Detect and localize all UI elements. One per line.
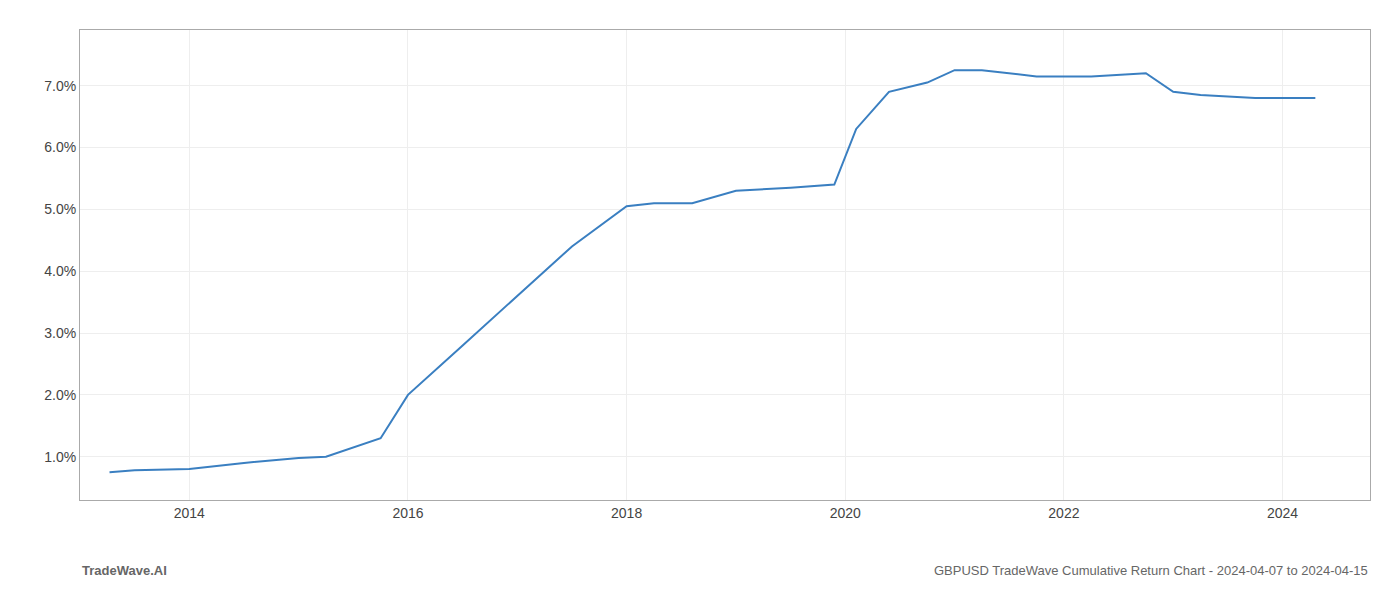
svg-text:2018: 2018: [611, 505, 642, 521]
svg-text:2016: 2016: [392, 505, 423, 521]
svg-text:2014: 2014: [174, 505, 205, 521]
svg-text:7.0%: 7.0%: [44, 78, 76, 94]
svg-text:2024: 2024: [1267, 505, 1298, 521]
svg-text:4.0%: 4.0%: [44, 263, 76, 279]
svg-text:2.0%: 2.0%: [44, 387, 76, 403]
svg-text:5.0%: 5.0%: [44, 201, 76, 217]
svg-text:1.0%: 1.0%: [44, 449, 76, 465]
svg-text:GBPUSD TradeWave Cumulative Re: GBPUSD TradeWave Cumulative Return Chart…: [934, 563, 1368, 578]
svg-text:2020: 2020: [830, 505, 861, 521]
svg-text:3.0%: 3.0%: [44, 325, 76, 341]
svg-text:TradeWave.AI: TradeWave.AI: [82, 563, 167, 578]
svg-text:6.0%: 6.0%: [44, 139, 76, 155]
svg-text:2022: 2022: [1048, 505, 1079, 521]
